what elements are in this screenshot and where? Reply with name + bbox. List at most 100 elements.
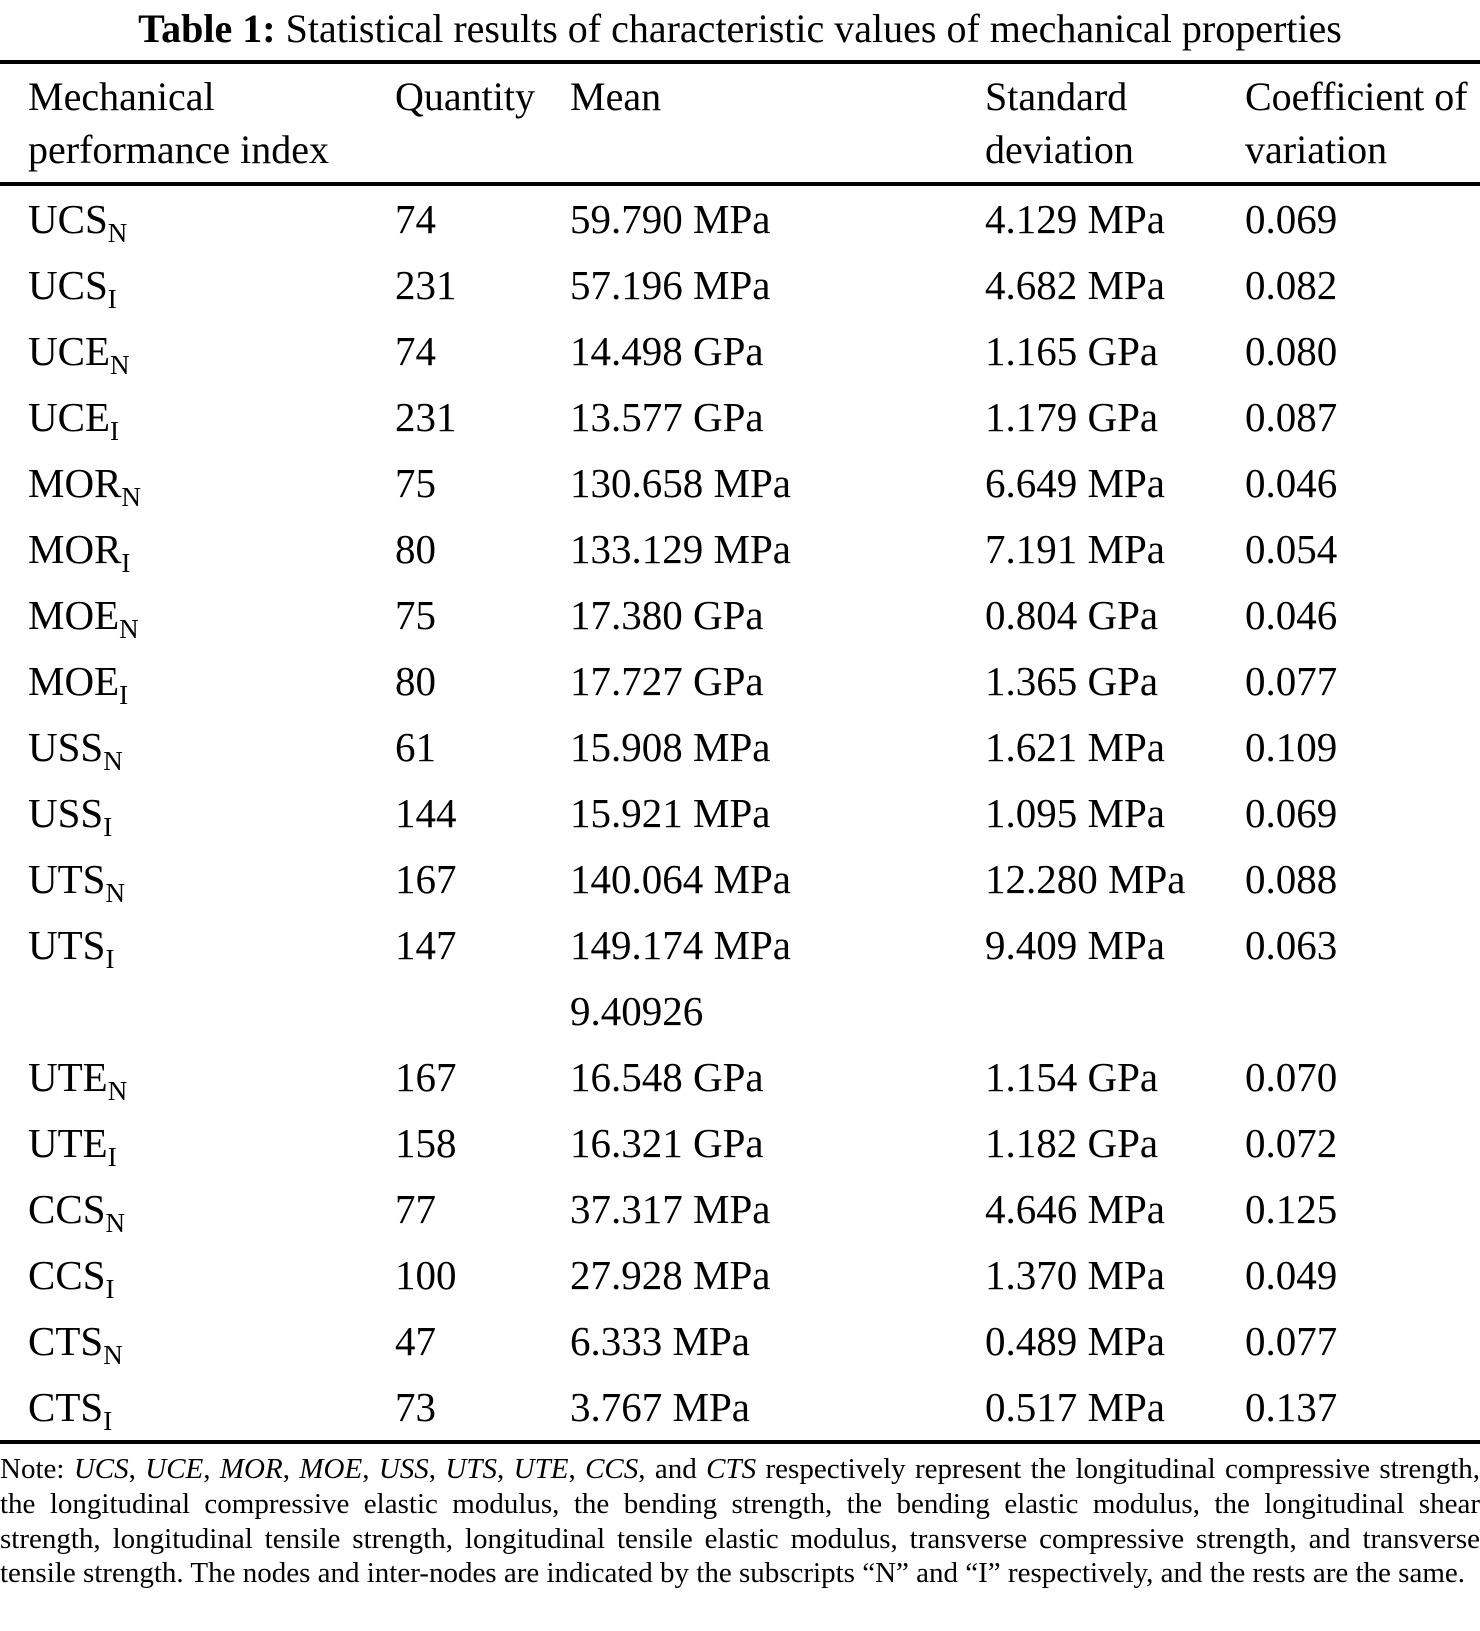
index-label: CTS	[28, 1384, 104, 1430]
cell-standard-deviation: 4.646 MPa	[985, 1186, 1165, 1232]
table-row: UCEI 231 13.577 GPa 1.179 GPa 0.087	[0, 384, 1480, 450]
cell-mean: 37.317 MPa	[570, 1186, 771, 1232]
cell-coefficient-of-variation: 0.087	[1245, 394, 1338, 440]
cell-coefficient-of-variation: 0.077	[1245, 658, 1338, 704]
table-row: UTSN 167 140.064 MPa 12.280 MPa 0.088	[0, 846, 1480, 912]
index-subscript: N	[105, 1208, 126, 1239]
cell-mean: 13.577 GPa	[570, 394, 764, 440]
index-subscript: N	[103, 1340, 123, 1371]
cell-standard-deviation: 1.095 MPa	[985, 790, 1165, 836]
index-label: MOE	[28, 658, 120, 704]
cell-standard-deviation: 0.804 GPa	[985, 592, 1159, 638]
table-row: CCSI 100 27.928 MPa 1.370 MPa 0.049	[0, 1242, 1480, 1308]
cell-coefficient-of-variation: 0.069	[1245, 790, 1338, 836]
cell-coefficient-of-variation: 0.054	[1245, 526, 1338, 572]
index-subscript: I	[105, 1274, 115, 1305]
cell-mean: 15.908 MPa	[570, 724, 771, 770]
index-subscript: I	[103, 1406, 113, 1437]
index-label: UCE	[28, 394, 110, 440]
index-label: CCS	[28, 1252, 106, 1298]
index-label: USS	[28, 724, 104, 770]
note-text: , and	[638, 1453, 707, 1485]
cell-mean: 15.921 MPa	[570, 790, 771, 836]
cell-mean: 14.498 GPa	[570, 328, 764, 374]
index-subscript: N	[119, 614, 139, 645]
index-label: CCS	[28, 1186, 106, 1232]
note-abbreviation: UTE	[513, 1453, 569, 1485]
index-label: MOE	[28, 592, 120, 638]
table-row: UTEI 158 16.321 GPa 1.182 GPa 0.072	[0, 1110, 1480, 1176]
index-subscript: I	[105, 944, 115, 975]
index-subscript: I	[107, 1142, 117, 1173]
index-subscript: N	[103, 746, 123, 777]
cell-coefficient-of-variation: 0.046	[1245, 460, 1338, 506]
index-label: USS	[28, 790, 104, 836]
index-subscript: I	[121, 548, 131, 579]
index-subscript: N	[107, 218, 128, 249]
cell-quantity: 77	[395, 1186, 436, 1232]
cell-standard-deviation: 0.489 MPa	[985, 1318, 1165, 1364]
cell-mean: 17.380 GPa	[570, 592, 764, 638]
table-row: USSI 144 15.921 MPa 1.095 MPa 0.069	[0, 780, 1480, 846]
cell-standard-deviation: 12.280 MPa	[985, 856, 1186, 902]
cell-coefficient-of-variation: 0.046	[1245, 592, 1338, 638]
table-header: Mechanical performance index Quantity Me…	[0, 62, 1480, 186]
cell-coefficient-of-variation: 0.137	[1245, 1384, 1338, 1430]
table-row: UCSI 231 57.196 MPa 4.682 MPa 0.082	[0, 252, 1480, 318]
cell-mean: 3.767 MPa	[570, 1384, 750, 1430]
note-text: respectively represent the longitudinal …	[0, 1453, 1480, 1590]
cell-coefficient-of-variation: 0.069	[1245, 196, 1338, 242]
header-coefficient-of-variation: Coefficient of variation	[1245, 62, 1480, 186]
cell-standard-deviation: 9.409 MPa	[985, 922, 1165, 968]
table-row: MORI 80 133.129 MPa 7.191 MPa 0.054	[0, 516, 1480, 582]
table-row: MOEI 80 17.727 GPa 1.365 GPa 0.077	[0, 648, 1480, 714]
cell-index: CTSN	[0, 1308, 395, 1374]
cell-index: USSN	[0, 714, 395, 780]
table-row: UCEN 74 14.498 GPa 1.165 GPa 0.080	[0, 318, 1480, 384]
cell-standard-deviation: 1.365 GPa	[985, 658, 1159, 704]
cell-quantity: 74	[395, 196, 436, 242]
table-row: MOEN 75 17.380 GPa 0.804 GPa 0.046	[0, 582, 1480, 648]
cell-index: USSI	[0, 780, 395, 846]
table-row: UTSI 147 149.174 MPa 9.40926 9.409 MPa 0.063	[0, 912, 1480, 1044]
cell-quantity: 158	[395, 1120, 457, 1166]
note-abbreviation: UTS	[445, 1453, 497, 1485]
cell-coefficient-of-variation: 0.070	[1245, 1054, 1338, 1100]
cell-standard-deviation: 4.129 MPa	[985, 196, 1165, 242]
cell-index: UTEI	[0, 1110, 395, 1176]
header-mechanical-performance-index: Mechanical performance index	[0, 62, 395, 186]
cell-index: UCEI	[0, 384, 395, 450]
cell-standard-deviation: 6.649 MPa	[985, 460, 1165, 506]
cell-standard-deviation: 4.682 MPa	[985, 262, 1165, 308]
table-row: UTEN 167 16.548 GPa 1.154 GPa 0.070	[0, 1044, 1480, 1110]
cell-standard-deviation: 1.179 GPa	[985, 394, 1159, 440]
cell-quantity: 80	[395, 526, 436, 572]
cell-standard-deviation: 1.165 GPa	[985, 328, 1159, 374]
table-title-label: Table 1:	[138, 6, 276, 51]
note-text: ,	[282, 1453, 300, 1485]
cell-quantity: 61	[395, 724, 436, 770]
cell-standard-deviation: 7.191 MPa	[985, 526, 1165, 572]
cell-mean: 57.196 MPa	[570, 262, 771, 308]
index-subscript: N	[121, 482, 141, 513]
cell-quantity: 144	[395, 790, 457, 836]
table-row: CTSI 73 3.767 MPa 0.517 MPa 0.137	[0, 1374, 1480, 1442]
index-label: MOR	[28, 460, 122, 506]
cell-index: MOEI	[0, 648, 395, 714]
cell-index: MOEN	[0, 582, 395, 648]
table-note: Note: UCS, UCE, MOR, MOE, USS, UTS, UTE,…	[0, 1444, 1480, 1591]
cell-standard-deviation: 1.154 GPa	[985, 1054, 1159, 1100]
cell-index: UCSN	[0, 184, 395, 252]
cell-quantity: 167	[395, 856, 457, 902]
cell-quantity: 47	[395, 1318, 436, 1364]
header-quantity: Quantity	[395, 62, 570, 186]
cell-index: CTSI	[0, 1374, 395, 1442]
cell-coefficient-of-variation: 0.082	[1245, 262, 1338, 308]
cell-coefficient-of-variation: 0.072	[1245, 1120, 1338, 1166]
cell-coefficient-of-variation: 0.125	[1245, 1186, 1338, 1232]
cell-coefficient-of-variation: 0.063	[1245, 922, 1338, 968]
note-text: Note:	[0, 1453, 74, 1485]
index-label: UTS	[28, 922, 106, 968]
note-abbreviation: UCE	[145, 1453, 204, 1485]
cell-mean: 133.129 MPa	[570, 526, 791, 572]
